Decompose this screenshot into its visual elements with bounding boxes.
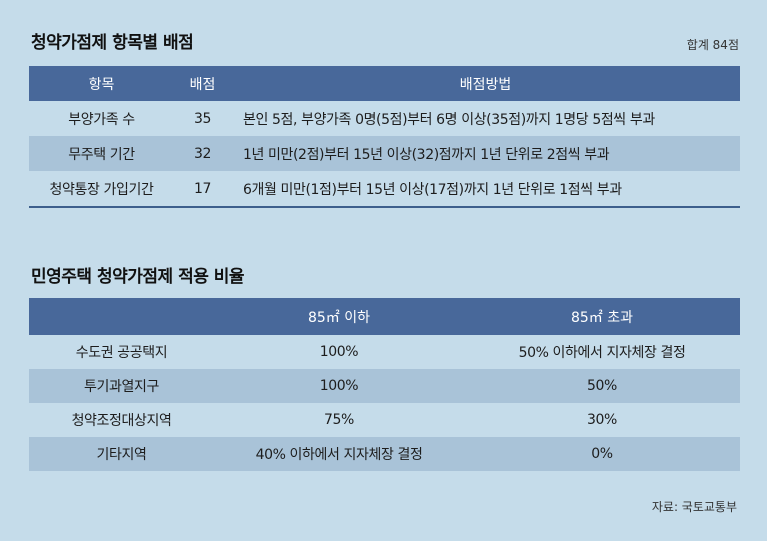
row-score: 17: [193, 180, 211, 197]
header-score: 배점: [174, 66, 231, 101]
score-table-title: 청약가점제 항목별 배점: [31, 33, 194, 53]
table-row: 무주택 기간 32 1년 미만(2점)부터 15년 이상(32)점까지 1년 단…: [29, 136, 740, 171]
row-region: 청약조정대상지역: [71, 413, 172, 429]
row-score: 35: [193, 110, 211, 127]
row-method: 1년 미만(2점)부터 15년 이상(32)점까지 1년 단위로 2점씩 부과: [231, 136, 740, 171]
row-item: 무주택 기간: [29, 136, 174, 171]
row-method: 본인 5점, 부양가족 0명(5점)부터 6명 이상(35점)까지 1명당 5점…: [243, 111, 655, 128]
row-region: 투기과열지구: [29, 369, 214, 403]
row-under85: 40% 이하에서 지자체장 결정: [214, 437, 464, 471]
row-over85: 50% 이하에서 지자체장 결정: [518, 345, 686, 361]
score-total: 합계 84점: [686, 38, 739, 52]
row-over85: 30%: [587, 412, 617, 428]
row-item: 청약통장 가입기간: [49, 181, 154, 198]
row-region: 기타지역: [29, 437, 214, 471]
table-row: 청약조정대상지역 75% 30%: [29, 403, 740, 437]
header-region: [29, 298, 214, 335]
table-row: 투기과열지구 100% 50%: [29, 369, 740, 403]
header-under85: 85㎡ 이하: [214, 298, 464, 335]
row-under85: 75%: [324, 412, 354, 428]
ratio-table: 85㎡ 이하 85㎡ 초과 수도권 공공택지 100% 50% 이하에서 지자체…: [29, 298, 740, 471]
row-method: 6개월 미만(1점)부터 15년 이상(17점)까지 1년 단위로 1점씩 부과: [243, 181, 622, 198]
row-under85: 100%: [214, 369, 464, 403]
table-row: 기타지역 40% 이하에서 지자체장 결정 0%: [29, 437, 740, 471]
row-over85: 50%: [464, 369, 740, 403]
header-item: 항목: [29, 66, 174, 101]
score-table: 항목 배점 배점방법 부양가족 수 35 본인 5점, 부양가족 0명(5점)부…: [29, 66, 740, 208]
row-region: 수도권 공공택지: [75, 345, 168, 361]
row-item: 부양가족 수: [68, 111, 135, 128]
row-score: 32: [174, 136, 231, 171]
table-row: 청약통장 가입기간 17 6개월 미만(1점)부터 15년 이상(17점)까지 …: [29, 171, 740, 207]
table-row: 수도권 공공택지 100% 50% 이하에서 지자체장 결정: [29, 335, 740, 369]
ratio-table-header: 85㎡ 이하 85㎡ 초과: [29, 298, 740, 335]
header-method: 배점방법: [231, 66, 740, 101]
row-over85: 0%: [464, 437, 740, 471]
score-table-header: 항목 배점 배점방법: [29, 66, 740, 101]
header-over85: 85㎡ 초과: [464, 298, 740, 335]
row-under85: 100%: [319, 344, 359, 360]
source-credit: 자료: 국토교통부: [651, 500, 737, 514]
table-row: 부양가족 수 35 본인 5점, 부양가족 0명(5점)부터 6명 이상(35점…: [29, 101, 740, 136]
ratio-table-title: 민영주택 청약가점제 적용 비율: [31, 267, 245, 287]
